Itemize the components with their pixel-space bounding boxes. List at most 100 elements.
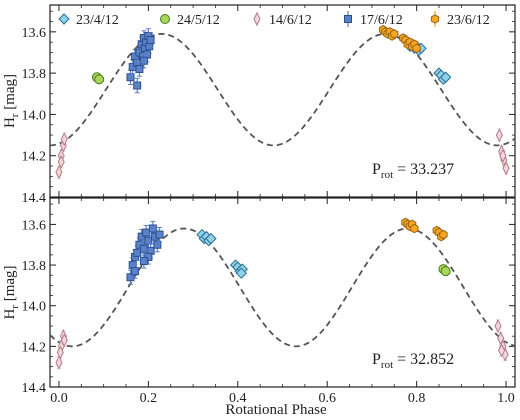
data-point [502, 160, 510, 176]
x-tick-label: 0.4 [229, 391, 247, 406]
top-panel: 13.6 13.8 14.0 14.2 14.4 Prot = 33.237 Hr [mag… [2, 4, 516, 206]
legend-marker [58, 13, 70, 25]
legend-entry: 24/5/12 [160, 13, 220, 28]
data-point [126, 273, 135, 282]
data-point [412, 43, 421, 54]
data-point [135, 65, 144, 73]
legend-marker [430, 14, 440, 24]
x-tick-label: 0.8 [408, 391, 426, 406]
x-tick-label: 1.0 [497, 391, 515, 406]
legend: 23/4/12 24/5/12 14/6/12 17/6/12 23/6/12 [58, 11, 490, 28]
data-point [142, 228, 151, 237]
x-tick-label: 0.0 [50, 391, 68, 406]
data-point [410, 223, 419, 234]
y-axis-label: Hr [mag] [2, 74, 21, 128]
data-point [139, 56, 148, 65]
series-14-6-12 [55, 127, 510, 180]
legend-marker [253, 11, 261, 27]
data-point [139, 244, 148, 253]
legend-label: 24/5/12 [177, 13, 220, 28]
period-symbol: P [372, 351, 381, 368]
legend-label: 23/4/12 [76, 13, 119, 28]
y-tick-label: 13.6 [22, 26, 47, 41]
bottom-panel: 13.6 13.8 14.0 14.2 14.40.0 0.2 0.4 0.6 0.8 1.0 Pr… [2, 197, 516, 406]
data-point [137, 232, 146, 241]
series-17-6-12 [126, 220, 164, 285]
data-point [57, 154, 65, 170]
data-point [139, 257, 148, 265]
y-tick-label: 14.2 [22, 150, 47, 165]
model-curve [49, 227, 516, 348]
data-point [133, 248, 142, 257]
series-24-5-12 [91, 72, 105, 85]
y-axis-label: Hr [mag] [2, 265, 21, 319]
data-point [499, 148, 507, 163]
y-axis-label-unit: [mag] [2, 265, 18, 305]
period-value: = 32.852 [393, 351, 454, 368]
series-23-4-12 [196, 228, 248, 279]
series-24-5-12 [438, 264, 451, 277]
y-tick-label: 14.2 [22, 340, 47, 355]
y-tick-label: 14.4 [22, 381, 47, 396]
period-value: = 33.237 [393, 161, 454, 178]
data-point [144, 252, 153, 261]
legend-label: 23/6/12 [447, 13, 490, 28]
data-point [495, 127, 503, 143]
data-point [60, 333, 68, 348]
series-14-6-12 [55, 318, 509, 370]
data-point [135, 240, 144, 249]
series-23-6-12 [401, 217, 448, 242]
period-annotation: Prot = 33.237 [372, 161, 454, 181]
y-tick-label: 13.8 [22, 259, 47, 274]
y-axis-label-sub: r [9, 305, 21, 309]
y-tick-label: 13.8 [22, 67, 47, 82]
legend-label: 17/6/12 [360, 13, 403, 28]
data-point [155, 230, 164, 239]
data-point [144, 236, 153, 245]
legend-entry: 23/4/12 [58, 13, 119, 28]
period-symbol: P [372, 161, 381, 178]
data-point [56, 345, 64, 360]
data-point [494, 318, 502, 334]
legend-marker [160, 14, 170, 24]
data-point [55, 355, 63, 370]
y-tick-label: 13.6 [22, 218, 47, 233]
data-point [440, 266, 451, 277]
series-17-6-12 [126, 28, 155, 94]
data-point [498, 343, 506, 358]
y-tick-label: 14.4 [22, 191, 47, 206]
period-annotation: Prot = 32.852 [372, 351, 454, 371]
y-axis-label-main: H [2, 117, 18, 128]
x-tick-label: 0.2 [140, 391, 158, 406]
legend-entry: 14/6/12 [253, 11, 312, 28]
data-point [439, 71, 452, 83]
y-axis-label-main: H [2, 309, 18, 320]
period-subscript: rot [381, 169, 393, 181]
x-axis-label: Rotational Phase [225, 402, 327, 418]
legend-label: 14/6/12 [269, 13, 312, 28]
data-point [235, 267, 248, 279]
y-tick-label: 14.0 [22, 108, 47, 123]
data-point [94, 74, 105, 85]
legend-entry: 17/6/12 [344, 11, 403, 28]
x-tick-label: 0.6 [318, 391, 336, 406]
period-subscript: rot [381, 359, 393, 371]
data-point [130, 267, 139, 276]
legend-marker [344, 15, 352, 23]
y-axis-label-sub: r [9, 113, 21, 117]
data-point [126, 73, 135, 82]
model-curve [49, 32, 516, 147]
data-point [55, 165, 63, 180]
y-axis-label-unit: [mag] [2, 74, 18, 114]
data-point [60, 132, 68, 147]
data-point [439, 229, 448, 240]
series-23-6-12 [378, 24, 421, 54]
data-point [205, 232, 217, 245]
data-point [148, 224, 157, 233]
data-point [146, 36, 155, 45]
data-point [390, 29, 399, 39]
data-point [153, 240, 162, 249]
y-tick-label: 14.0 [22, 300, 47, 315]
data-point [133, 81, 142, 90]
